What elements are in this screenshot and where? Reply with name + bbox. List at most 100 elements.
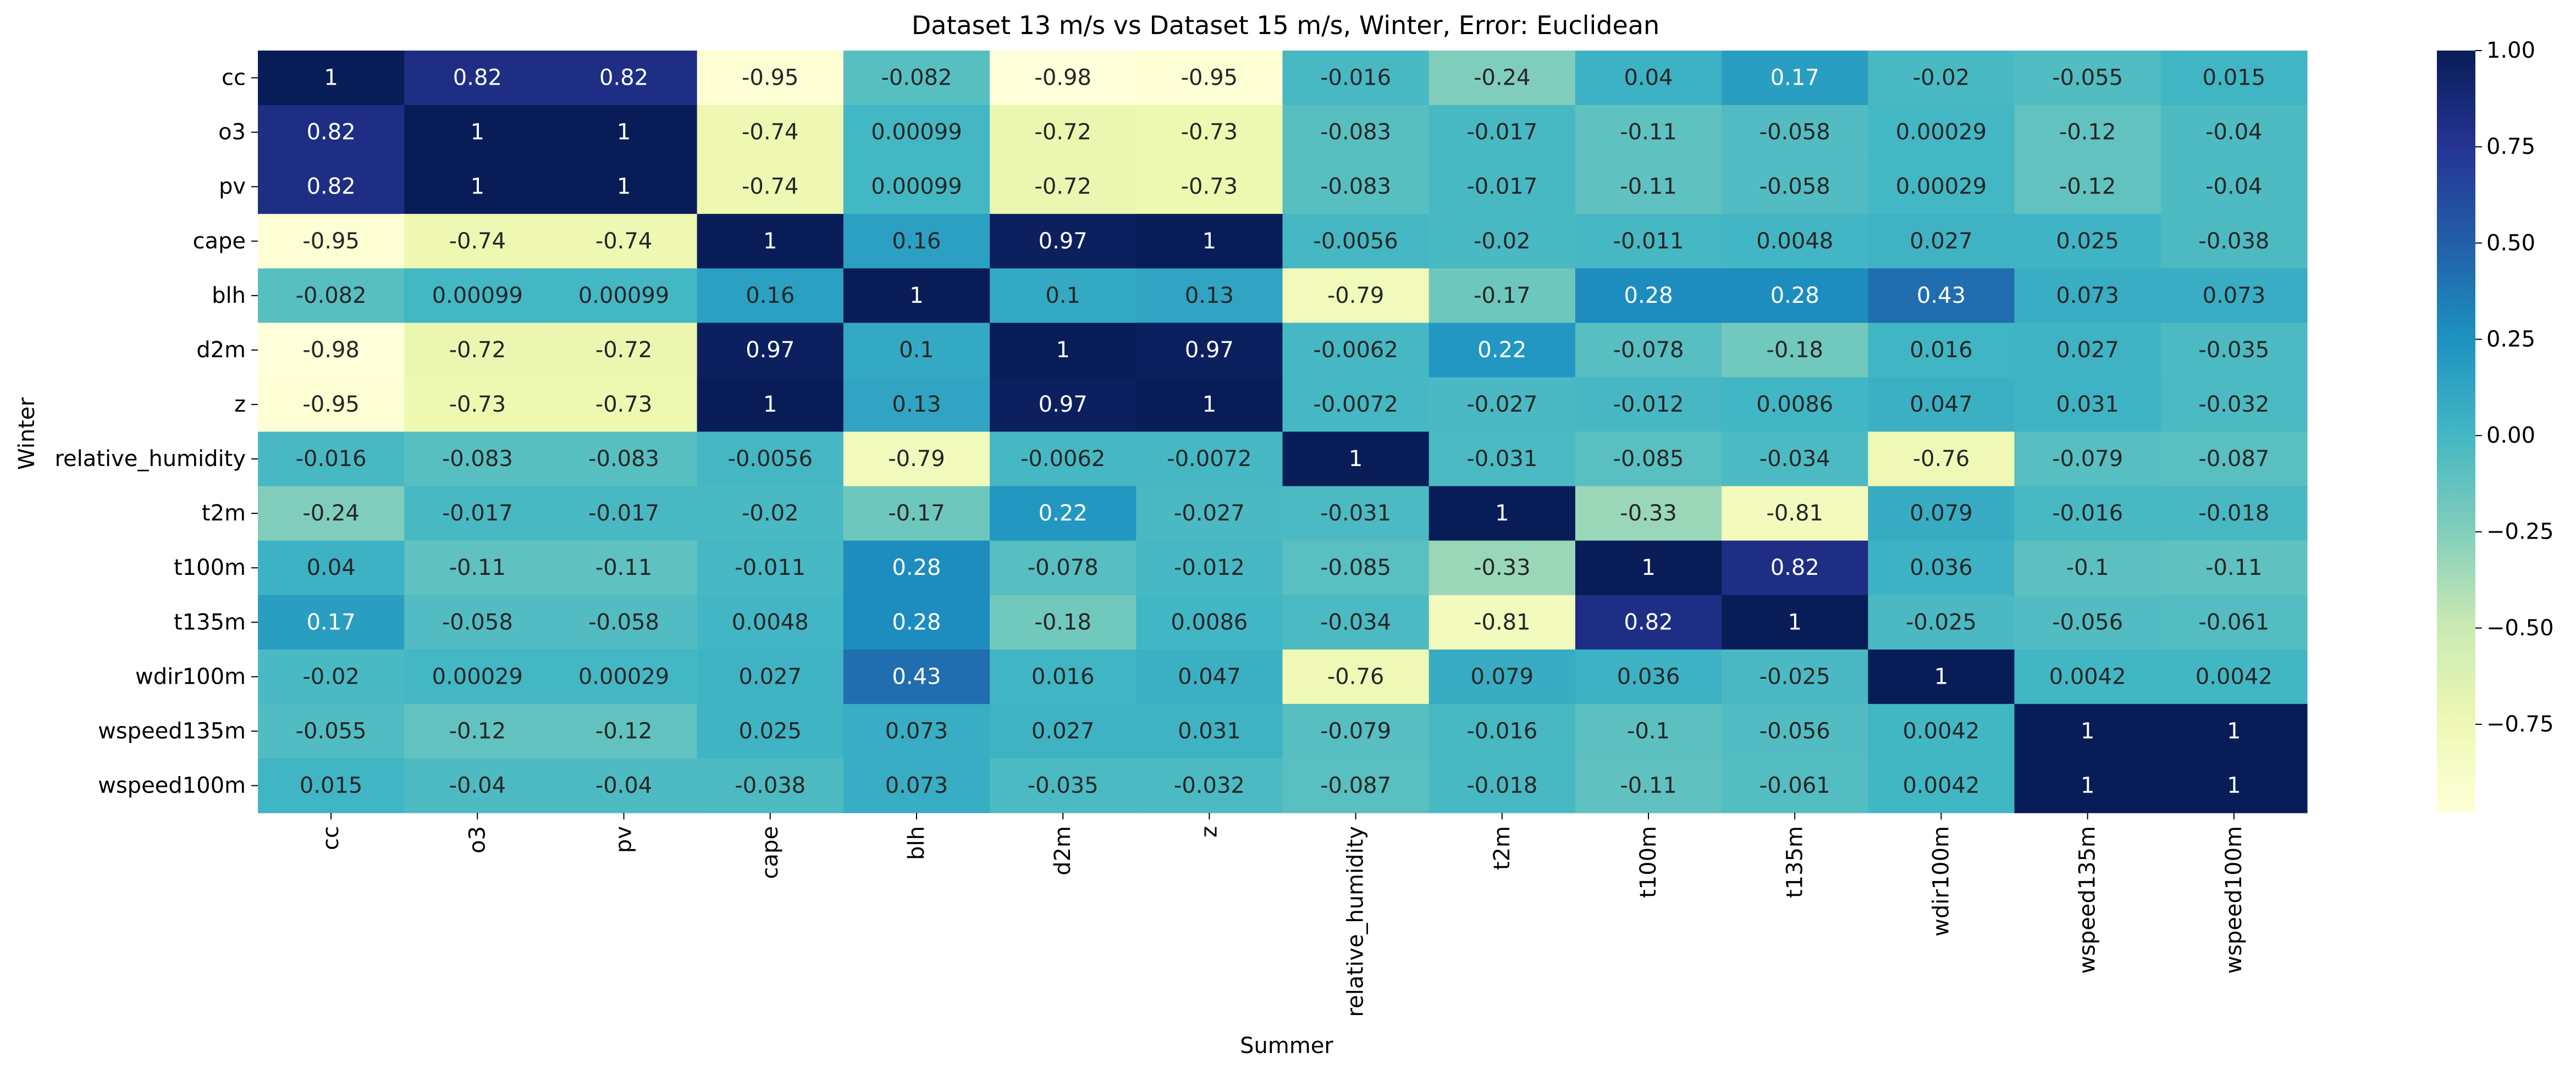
heatmap-cell <box>2014 649 2161 705</box>
cell-value-label: 0.82 <box>599 65 648 91</box>
cell-value-label: 0.073 <box>2203 283 2266 308</box>
cell-value-label: 0.00029 <box>578 664 669 689</box>
heatmap-cell <box>258 105 405 160</box>
y-tick-label: t100m <box>174 555 246 580</box>
cell-value-label: -0.72 <box>449 337 506 363</box>
cell-value-label: 0.04 <box>307 555 356 580</box>
cell-value-label: 0.43 <box>892 664 941 689</box>
heatmap-cell <box>404 268 551 323</box>
cell-value-label: -0.083 <box>1320 174 1391 200</box>
cell-value-label: -0.032 <box>2198 392 2269 417</box>
heatmap-cell <box>550 595 698 650</box>
heatmap-cell <box>404 649 551 705</box>
heatmap-cell <box>550 268 698 323</box>
cell-value-label: -0.73 <box>449 392 506 417</box>
heatmap-cell <box>697 214 844 269</box>
y-tick-label: relative_humidity <box>54 446 246 472</box>
heatmap-cell <box>1428 51 1576 106</box>
heatmap-cell <box>404 51 551 106</box>
heatmap-cell <box>2014 159 2161 214</box>
cell-value-label: -0.017 <box>588 501 659 526</box>
cell-value-label: -0.73 <box>595 392 653 417</box>
heatmap-cell <box>843 377 990 433</box>
x-tick-label: d2m <box>1050 826 1075 875</box>
heatmap-cell <box>550 105 698 160</box>
cell-value-label: 1 <box>1202 392 1216 417</box>
heatmap-cell <box>1575 703 1722 759</box>
cell-value-label: -0.079 <box>2052 446 2123 472</box>
x-tick-label: wdir100m <box>1928 826 1954 937</box>
cell-value-label: -0.085 <box>1320 555 1391 580</box>
x-axis-label: Summer <box>1240 1033 1333 1059</box>
heatmap-cell <box>843 703 990 759</box>
heatmap-cell <box>1136 703 1283 759</box>
heatmap-cell <box>1722 268 1868 323</box>
cell-value-label: 0.047 <box>1910 392 1973 417</box>
cell-value-label: 0.036 <box>1617 664 1680 689</box>
heatmap-cell <box>404 540 551 596</box>
cell-value-label: -0.72 <box>1034 174 1091 200</box>
heatmap-cell <box>258 377 405 433</box>
heatmap-cell <box>1868 377 2015 433</box>
y-tick-label: pv <box>219 174 246 200</box>
cell-value-label: -0.73 <box>1181 174 1238 200</box>
heatmap-cells <box>258 51 2308 813</box>
heatmap-cell <box>1428 159 1576 214</box>
heatmap-cell <box>1282 214 1430 269</box>
cell-value-label: -0.016 <box>1320 65 1391 91</box>
heatmap-cell <box>1136 377 1283 433</box>
heatmap-cell <box>550 758 698 813</box>
y-tick-label: t135m <box>174 609 246 635</box>
cell-value-label: -0.018 <box>1466 773 1537 798</box>
cell-value-label: 0.04 <box>1624 65 1673 91</box>
cell-value-label: 0.0042 <box>1902 773 1979 798</box>
heatmap-cell <box>990 105 1137 160</box>
heatmap-cell <box>404 595 551 650</box>
cell-value-label: -0.98 <box>1034 65 1091 91</box>
heatmap-cell <box>1722 159 1868 214</box>
cell-value-label: -0.95 <box>302 229 360 254</box>
cell-value-label: -0.02 <box>1913 65 1970 91</box>
x-axis-ticks: cc o3 pv cape blh d2m z relative_humidity t2m t10… <box>318 813 2247 1017</box>
heatmap-cell <box>1282 105 1430 160</box>
heatmap-cell-labels: 1 0.82 0.82 -0.95 -0.082 -0.98 -0.95 -0.016 -0.2… <box>296 65 2272 799</box>
cell-value-label: -0.17 <box>888 501 945 526</box>
cell-value-label: 0.28 <box>1624 283 1673 308</box>
cell-value-label: -0.98 <box>302 337 360 363</box>
cell-value-label: 0.1 <box>899 337 934 363</box>
cell-value-label: -0.079 <box>1320 718 1391 744</box>
heatmap-cell <box>1428 595 1576 650</box>
cell-value-label: 0.82 <box>1770 555 1819 580</box>
x-tick-label: cc <box>318 826 344 850</box>
cell-value-label: -0.017 <box>1466 174 1537 200</box>
cell-value-label: -0.078 <box>1613 337 1684 363</box>
heatmap-cell <box>843 159 990 214</box>
x-tick-label: blh <box>904 826 929 860</box>
cell-value-label: 0.0042 <box>1902 718 1979 744</box>
heatmap-cell <box>2014 703 2161 759</box>
cell-value-label: -0.056 <box>1759 718 1830 744</box>
heatmap-cell <box>550 159 698 214</box>
heatmap-cell <box>697 105 844 160</box>
cell-value-label: 0.82 <box>307 120 356 145</box>
cell-value-label: -0.032 <box>1174 773 1245 798</box>
heatmap-cell <box>2014 486 2161 541</box>
heatmap-cell <box>550 323 698 378</box>
cell-value-label: 0.027 <box>738 664 802 689</box>
cell-value-label: -0.24 <box>302 501 360 526</box>
heatmap-cell <box>404 431 551 487</box>
heatmap-cell <box>1282 595 1430 650</box>
cell-value-label: -0.73 <box>1181 120 1238 145</box>
cell-value-label: 0.00099 <box>871 120 962 145</box>
y-tick-label: cc <box>222 65 246 91</box>
cell-value-label: -0.74 <box>742 174 799 200</box>
heatmap-cell <box>990 268 1137 323</box>
cell-value-label: 0.0086 <box>1171 609 1248 635</box>
heatmap-cell <box>1428 703 1576 759</box>
colorbar-gradient <box>2437 51 2475 813</box>
heatmap-cell <box>1868 595 2015 650</box>
cell-value-label: -0.33 <box>1620 501 1677 526</box>
cell-value-label: 0.00029 <box>1896 174 1987 200</box>
cell-value-label: 0.0048 <box>1756 229 1833 254</box>
